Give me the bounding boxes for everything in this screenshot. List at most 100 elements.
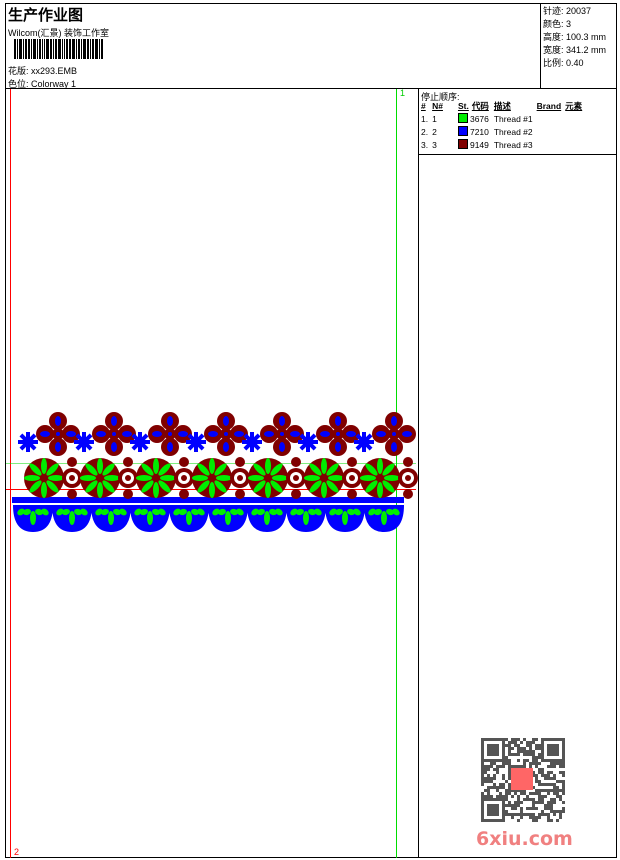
barcode-bar [72,39,75,59]
flower-petal [104,475,120,481]
qr-module [511,765,514,768]
qr-module [541,810,544,813]
scallop-petal [147,511,153,525]
qr-finder [487,804,499,816]
qr-module [553,786,556,789]
scallop-petal [314,508,322,516]
stat-height: 高度: 100.3 mm [543,32,607,42]
qr-module [559,816,562,819]
qr-module [526,759,529,762]
qr-module [538,783,541,786]
ring-center [237,475,243,481]
qr-module [532,741,535,744]
qr-module [520,816,523,819]
qr-module [535,801,538,804]
cross-lobe-inner [111,442,117,452]
qr-module [502,777,505,780]
flower-petal [48,475,64,481]
qr-module [526,753,529,756]
col-brand: Brand [536,101,562,111]
qr-module [520,789,523,792]
qr-module [562,765,565,768]
qr-module [562,780,565,783]
qr-module [547,771,550,774]
page-frame [5,3,617,858]
colorway-label: 色位: [8,79,29,89]
qr-module [553,810,556,813]
flower-petal [248,475,264,481]
colorway-value: Colorway 1 [31,79,77,89]
blue-star-arm [355,433,373,451]
qr-module [547,804,550,807]
qr-module [505,804,508,807]
flower-petal [382,463,395,476]
flower-petal [265,458,271,474]
qr-module [529,798,532,801]
flower-petal [46,463,59,476]
qr-module [511,747,514,750]
qr-module [517,744,520,747]
qr-module [517,813,520,816]
flower-petal [80,475,96,481]
qr-module [511,741,514,744]
qr-module [496,765,499,768]
qr-module [550,807,553,810]
qr-module [535,765,538,768]
qr-module [487,780,490,783]
guide-red-vertical [10,89,11,858]
qr-module [508,753,511,756]
qr-module [496,789,499,792]
cross-dot [56,432,60,436]
flower-petal [309,463,322,476]
qr-module [544,804,547,807]
qr-module [505,789,508,792]
qr-module [505,792,508,795]
scallop-petal [17,508,25,516]
table-header: # N# St. 代码 描述 Brand 元素 [420,100,585,112]
qr-module [526,798,529,801]
flower-petal [41,482,47,498]
scallop-petal [80,508,88,516]
qr-module [508,777,511,780]
ring-center [293,475,299,481]
barcode-bar [87,39,89,59]
flower-petal [377,458,383,474]
flower-petal [384,475,400,481]
qr-module [520,747,523,750]
qr-module [556,795,559,798]
qr-module [505,795,508,798]
qr-module [541,774,544,777]
qr-module [508,765,511,768]
qr-module [511,816,514,819]
qr-module [532,750,535,753]
qr-module [523,747,526,750]
qr-module [508,768,511,771]
qr-module [553,774,556,777]
flower-petal [253,463,266,476]
qr-module [520,810,523,813]
qr-module [484,795,487,798]
barcode-bar [78,39,80,59]
qr-module [538,789,541,792]
flower-petal [141,480,154,493]
qr-module [508,801,511,804]
barcode [14,39,103,59]
qr-module [550,765,553,768]
flower-petal [29,463,42,476]
qr-module [532,771,535,774]
blue-star-arm [19,433,37,451]
qr-module [553,792,556,795]
qr-module [523,753,526,756]
qr-module [556,810,559,813]
table-row: 1. 1 3676 Thread #1 [421,113,533,124]
qr-module [529,792,532,795]
qr-module [490,795,493,798]
flower-petal [265,482,271,498]
qr-module [535,789,538,792]
barcode-bar [44,39,45,59]
qr-module [538,762,541,765]
qr-module [496,771,499,774]
qr-module [493,786,496,789]
flower-petal [197,480,210,493]
qr-module [523,759,526,762]
